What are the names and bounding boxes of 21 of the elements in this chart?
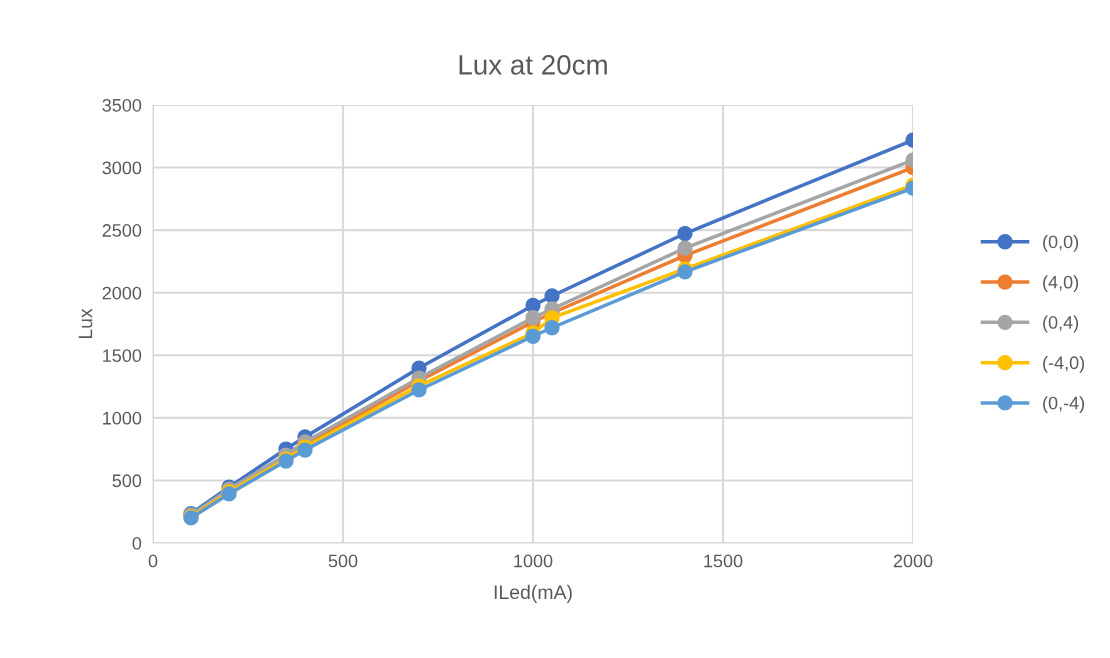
legend-label: (0,0) — [1043, 234, 1079, 252]
x-tick-label: 1000 — [514, 554, 553, 568]
legend-label: (0,-4) — [1043, 396, 1085, 414]
y-tick-label: 500 — [112, 474, 142, 488]
legend-label: (-4,0) — [1043, 355, 1085, 373]
y-tick-label: 2500 — [102, 224, 142, 237]
legend-label: (4,0) — [1043, 275, 1079, 293]
y-tick-label: 2000 — [102, 286, 142, 300]
legend-label: (0,4) — [1043, 315, 1079, 333]
y-tick-label: 1500 — [103, 349, 142, 363]
x-tick-label: 0 — [148, 554, 158, 568]
y-tick-label: 3000 — [102, 161, 142, 175]
y-tick-label: 3500 — [102, 98, 142, 112]
x-tick-label: 500 — [328, 554, 358, 568]
x-tick-label: 2000 — [893, 554, 933, 568]
y-tick-label: 0 — [132, 536, 142, 550]
x-axis-title: ILed(mA) — [494, 584, 572, 603]
chart-title: Lux at 20cm — [459, 55, 607, 75]
x-tick-label: 1500 — [704, 554, 743, 568]
y-tick-label: 1000 — [103, 411, 142, 425]
y-axis-title: Lux — [78, 308, 93, 339]
